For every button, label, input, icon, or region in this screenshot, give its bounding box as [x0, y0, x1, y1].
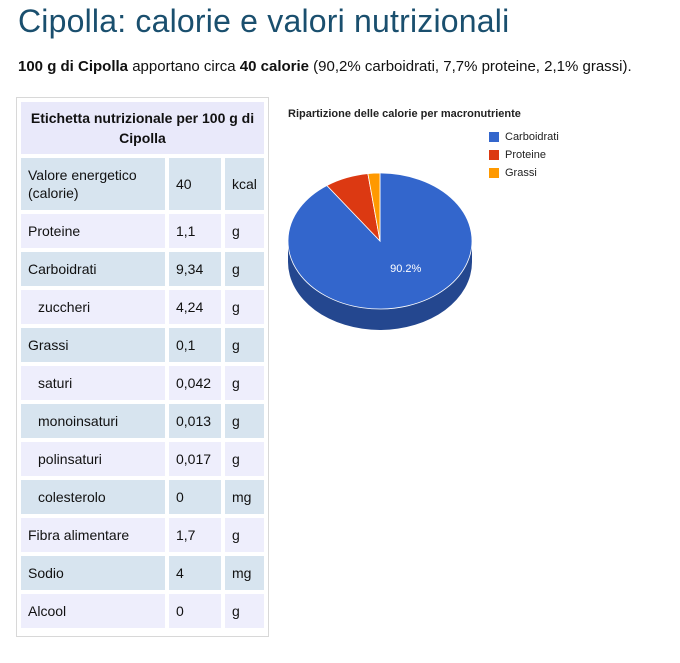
- nutrition-row: colesterolo 0 mg: [21, 480, 264, 514]
- nutrient-unit: g: [225, 252, 264, 286]
- nutrient-value: 0,017: [169, 442, 221, 476]
- nutrient-value: 4: [169, 556, 221, 590]
- nutrition-table: Etichetta nutrizionale per 100 g di Cipo…: [17, 98, 268, 632]
- nutrition-row: Carboidrati 9,34 g: [21, 252, 264, 286]
- page-title: Cipolla: calorie e valori nutrizionali: [18, 3, 510, 39]
- intro-calories: 40 calorie: [239, 58, 309, 75]
- nutrient-unit: g: [225, 290, 264, 324]
- legend-swatch: [489, 132, 499, 142]
- nutrient-name: Grassi: [21, 328, 165, 362]
- nutrition-row: Grassi 0,1 g: [21, 328, 264, 362]
- nutrient-name: colesterolo: [21, 480, 165, 514]
- pie-slice-side-carboidrati: [288, 241, 472, 330]
- nutrient-unit: g: [225, 328, 264, 362]
- legend-item: Carboidrati: [489, 128, 559, 146]
- nutrient-name: zuccheri: [21, 290, 165, 324]
- legend-item: Grassi: [489, 164, 559, 182]
- nutrient-unit: g: [225, 214, 264, 248]
- nutrient-unit: mg: [225, 556, 264, 590]
- nutrient-unit: g: [225, 518, 264, 552]
- nutrient-value: 0,1: [169, 328, 221, 362]
- nutrient-value: 0: [169, 594, 221, 628]
- nutrient-name: Sodio: [21, 556, 165, 590]
- nutrient-name: Valore energetico (calorie): [21, 158, 165, 210]
- nutrient-name: polinsaturi: [21, 442, 165, 476]
- pie-slice-carboidrati: [287, 172, 473, 310]
- nutrition-row: Proteine 1,1 g: [21, 214, 264, 248]
- pie-data-label: 90.2%: [390, 263, 421, 275]
- intro-breakdown: (90,2% carboidrati, 7,7% proteine, 2,1% …: [313, 58, 632, 75]
- intro-mid: apportano circa: [132, 58, 236, 75]
- nutrient-unit: g: [225, 442, 264, 476]
- nutrient-value: 4,24: [169, 290, 221, 324]
- nutrient-unit: mg: [225, 480, 264, 514]
- nutrition-table-header: Etichetta nutrizionale per 100 g di Cipo…: [21, 102, 264, 154]
- nutrient-name: saturi: [21, 366, 165, 400]
- nutrient-value: 1,7: [169, 518, 221, 552]
- nutrition-row: polinsaturi 0,017 g: [21, 442, 264, 476]
- chart-legend: Carboidrati Proteine Grassi: [489, 128, 559, 182]
- nutrition-row: monoinsaturi 0,013 g: [21, 404, 264, 438]
- legend-swatch: [489, 168, 499, 178]
- nutrient-name: Fibra alimentare: [21, 518, 165, 552]
- nutrient-value: 9,34: [169, 252, 221, 286]
- nutrient-unit: g: [225, 404, 264, 438]
- chart-title: Ripartizione delle calorie per macronutr…: [288, 108, 521, 120]
- nutrient-value: 1,1: [169, 214, 221, 248]
- nutrition-row: zuccheri 4,24 g: [21, 290, 264, 324]
- intro-text: 100 g di Cipolla apportano circa 40 calo…: [18, 58, 632, 75]
- nutrient-unit: kcal: [225, 158, 264, 210]
- nutrient-value: 40: [169, 158, 221, 210]
- intro-food: 100 g di Cipolla: [18, 58, 129, 75]
- nutrient-name: monoinsaturi: [21, 404, 165, 438]
- nutrition-row: Alcool 0 g: [21, 594, 264, 628]
- nutrient-name: Carboidrati: [21, 252, 165, 286]
- nutrition-row: saturi 0,042 g: [21, 366, 264, 400]
- legend-item: Proteine: [489, 146, 559, 164]
- nutrition-row: Fibra alimentare 1,7 g: [21, 518, 264, 552]
- nutrient-name: Proteine: [21, 214, 165, 248]
- macronutrient-pie-chart: 90.2% Ripartizione delle calorie per mac…: [283, 103, 673, 333]
- nutrient-value: 0,013: [169, 404, 221, 438]
- legend-label: Carboidrati: [505, 131, 559, 143]
- pie-chart-svg: 90.2%: [287, 172, 473, 330]
- nutrition-row: Sodio 4 mg: [21, 556, 264, 590]
- pie-slice-grassi: [367, 172, 381, 242]
- nutrient-unit: g: [225, 366, 264, 400]
- nutrient-value: 0: [169, 480, 221, 514]
- nutrition-label-box: Etichetta nutrizionale per 100 g di Cipo…: [16, 97, 269, 637]
- nutrient-unit: g: [225, 594, 264, 628]
- nutrition-row: Valore energetico (calorie) 40 kcal: [21, 158, 264, 210]
- legend-label: Proteine: [505, 149, 546, 161]
- nutrient-value: 0,042: [169, 366, 221, 400]
- nutrient-name: Alcool: [21, 594, 165, 628]
- legend-swatch: [489, 150, 499, 160]
- legend-label: Grassi: [505, 167, 537, 179]
